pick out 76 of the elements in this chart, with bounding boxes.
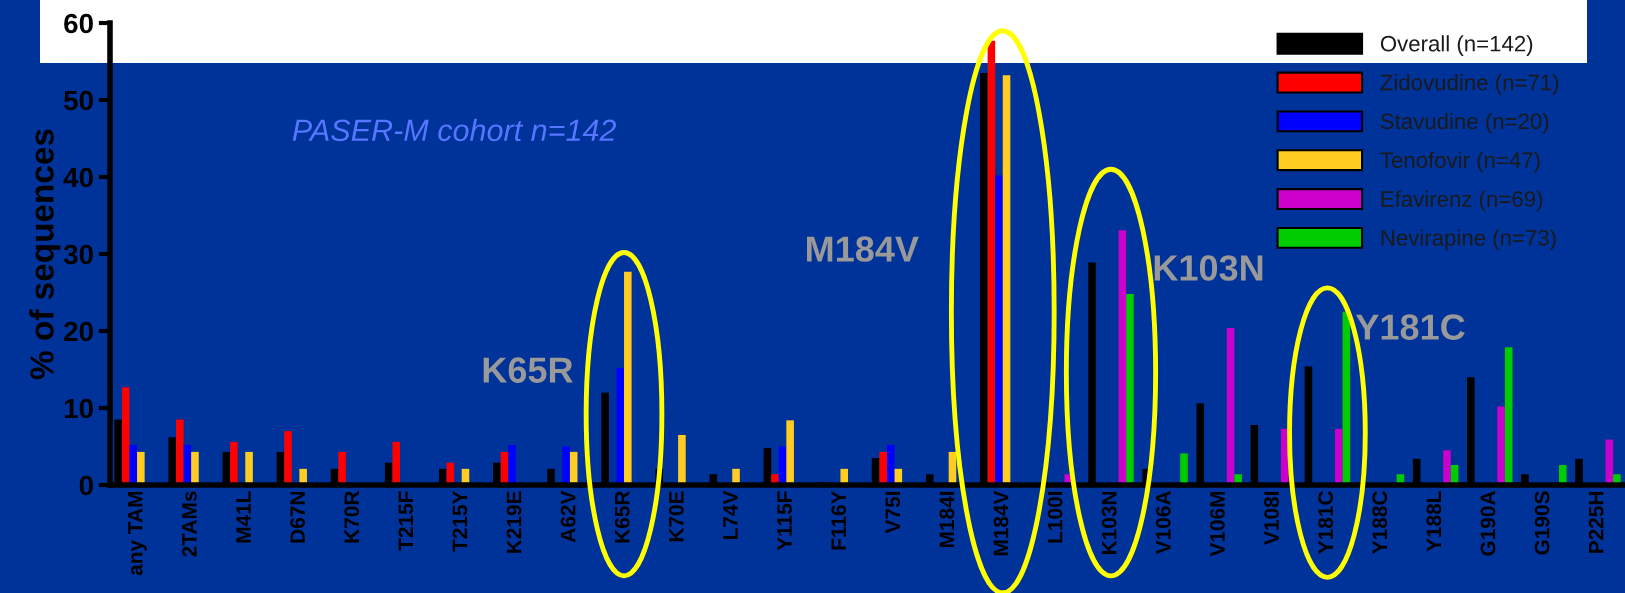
bar — [1504, 347, 1513, 485]
legend-label: Zidovudine (n=71) — [1380, 74, 1559, 95]
bar — [1180, 453, 1188, 485]
bar — [886, 444, 895, 485]
x-tick-label: D67N — [290, 491, 305, 543]
bar — [995, 175, 1003, 485]
bar — [338, 451, 346, 485]
bar — [508, 444, 516, 485]
x-tick-label: K70R — [344, 490, 360, 543]
annotation: M184V — [807, 236, 919, 262]
x-tick-label: A62V — [560, 490, 576, 543]
bar — [624, 271, 632, 485]
y-axis-title: % of sequences — [29, 129, 61, 380]
legend-label: Nevirapine (n=73) — [1381, 229, 1556, 251]
y-tick-label: 10 — [64, 398, 93, 419]
x-tick-label: V75I — [885, 491, 901, 534]
x-tick-label: Y181C — [1318, 491, 1333, 554]
x-tick-label: G190S — [1534, 491, 1550, 555]
bar — [137, 451, 145, 485]
bar — [176, 419, 184, 485]
bar — [1334, 428, 1343, 485]
x-tick-label: K65R — [614, 490, 630, 543]
bar — [392, 441, 401, 485]
y-tick-label: 30 — [63, 244, 93, 265]
legend-label: Overall (n=142) — [1380, 35, 1533, 56]
legend-label: Stavudine (n=20) — [1380, 112, 1549, 134]
annotation: PASER-M cohort n=142 — [292, 118, 617, 142]
y-tick-label: 40 — [63, 167, 93, 188]
y-tick-label: 50 — [63, 90, 93, 111]
x-tick-label: K70E — [668, 491, 684, 542]
x-tick-label: Y188L — [1426, 491, 1442, 552]
x-tick-label: F116Y — [831, 490, 847, 550]
y-tick-label: 60 — [64, 13, 93, 34]
x-tick-label: 2TAMs — [182, 491, 197, 557]
x-tick-label: K103N — [1101, 491, 1117, 555]
x-tick-label: K219E — [506, 491, 522, 553]
x-tick-label: L100I — [1047, 491, 1063, 543]
y-tick-label: 0 — [79, 475, 93, 496]
bar — [1443, 450, 1451, 485]
bar — [879, 451, 887, 485]
annotation: Y181C — [1355, 314, 1465, 340]
x-tick-label: Y188C — [1372, 491, 1388, 554]
x-tick-label: M41L — [236, 491, 251, 543]
x-tick-label: V106A — [1155, 491, 1171, 555]
bar — [1126, 294, 1134, 485]
x-tick-label: T215F — [398, 491, 414, 551]
x-tick-label: V108I — [1264, 491, 1279, 545]
bar — [678, 434, 686, 485]
bar — [121, 387, 130, 485]
bar — [191, 451, 199, 485]
x-tick-label: L74V — [723, 490, 738, 539]
y-tick-label: 20 — [64, 321, 93, 342]
x-tick-label: M184I — [939, 491, 955, 548]
x-tick-label: T215Y — [452, 490, 468, 552]
x-tick-label: M184V — [993, 490, 1009, 556]
x-tick-label: Y115F — [777, 491, 792, 551]
bar — [245, 451, 253, 485]
annotation: K103N — [1154, 255, 1263, 281]
legend-label: Tenofovir (n=47) — [1380, 151, 1540, 173]
x-tick-label: any TAM — [128, 491, 147, 576]
bar — [129, 444, 138, 485]
x-tick-label: V106M — [1210, 491, 1225, 557]
bar — [230, 441, 238, 485]
bar — [562, 446, 570, 485]
bar — [1226, 327, 1235, 485]
bar — [786, 420, 794, 485]
bar — [987, 40, 996, 485]
bar — [284, 431, 292, 485]
x-tick-label: G190A — [1480, 491, 1496, 556]
legend-label: Efavirenz (n=69) — [1381, 190, 1543, 212]
bar — [1002, 75, 1011, 485]
bar — [616, 367, 625, 485]
x-tick-label: P225H — [1588, 491, 1604, 553]
bar — [1118, 230, 1127, 485]
bar — [1497, 406, 1505, 485]
annotation: K65R — [483, 357, 573, 383]
